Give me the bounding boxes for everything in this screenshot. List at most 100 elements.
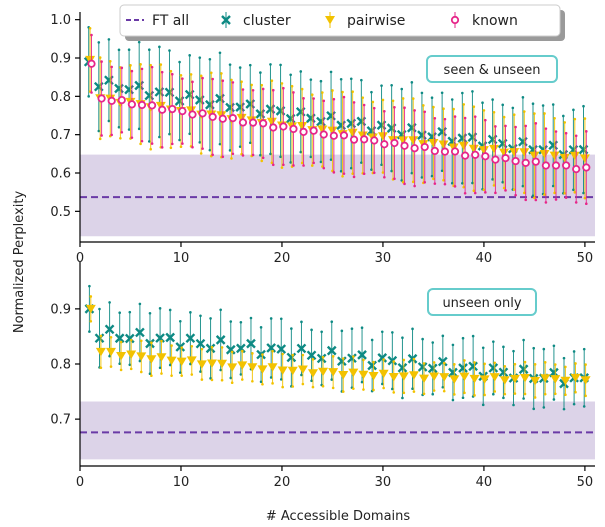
error-cap-known: [413, 184, 416, 188]
error-cap-pairwise: [109, 335, 113, 339]
error-cap-cluster: [218, 142, 222, 146]
error-cap-pairwise: [382, 386, 385, 390]
error-cap-cluster: [118, 311, 121, 315]
point-known: [450, 147, 460, 156]
error-cap-pairwise: [402, 391, 406, 395]
point-pairwise: [105, 347, 116, 357]
point-pairwise: [136, 352, 147, 361]
error-cap-pairwise: [119, 368, 123, 372]
point-pairwise: [378, 369, 389, 379]
error-cap-pairwise: [88, 26, 92, 30]
error-cap-known: [100, 60, 103, 63]
error-cap-cluster: [491, 98, 494, 101]
error-cap-pairwise: [482, 188, 486, 192]
error-cap-known: [453, 115, 457, 118]
error-cap-known: [90, 91, 93, 94]
error-cap-cluster: [178, 138, 181, 142]
error-cap-pairwise: [523, 360, 527, 364]
point-cluster: [205, 343, 216, 354]
point-cluster: [427, 363, 438, 374]
point-pairwise: [358, 370, 369, 380]
point-pairwise: [377, 132, 388, 141]
point-cluster: [437, 356, 448, 367]
x-tick-label: 40: [476, 251, 493, 266]
error-cap-cluster: [360, 161, 363, 164]
error-cap-pairwise: [533, 196, 536, 200]
error-cap-known: [120, 66, 124, 70]
error-cap-cluster: [107, 119, 111, 123]
error-cap-pairwise: [260, 159, 264, 163]
error-cap-known: [302, 97, 305, 100]
point-cluster: [347, 353, 357, 364]
legend-item-pairwise: pairwise: [325, 12, 405, 29]
error-cap-cluster: [512, 403, 515, 407]
error-cap-pairwise: [543, 392, 547, 396]
error-cap-cluster: [441, 385, 445, 389]
error-cap-pairwise: [472, 189, 476, 193]
point-known: [168, 104, 177, 114]
point-cluster: [448, 367, 458, 378]
error-cap-cluster: [238, 66, 242, 69]
point-pairwise: [509, 374, 520, 384]
error-cap-known: [514, 125, 517, 129]
point-cluster: [488, 363, 499, 373]
error-cap-cluster: [148, 372, 152, 376]
error-cap-known: [524, 198, 528, 202]
error-cap-pairwise: [412, 357, 416, 361]
error-cap-known: [473, 191, 477, 195]
point-cluster: [195, 338, 206, 349]
error-cap-pairwise: [331, 89, 334, 92]
error-cap-pairwise: [442, 107, 445, 111]
error-cap-cluster: [380, 382, 384, 386]
error-cap-pairwise: [492, 184, 496, 187]
error-cap-pairwise: [392, 360, 396, 363]
error-cap-known: [372, 171, 376, 175]
error-cap-cluster: [289, 161, 292, 164]
error-cap-cluster: [360, 380, 364, 384]
error-cap-pairwise: [372, 388, 375, 392]
error-cap-known: [585, 202, 588, 205]
error-cap-cluster: [572, 402, 576, 406]
error-cap-known: [453, 185, 457, 188]
error-cap-known: [423, 180, 427, 184]
error-cap-known: [372, 106, 376, 110]
series-known: [87, 33, 591, 205]
error-cap-known: [393, 177, 396, 181]
point-cluster: [124, 333, 135, 344]
point-known: [541, 161, 551, 170]
point-pairwise: [176, 357, 187, 367]
y-tick-label: 0.8: [50, 358, 71, 373]
point-pairwise: [549, 151, 560, 161]
error-cap-pairwise: [149, 63, 152, 67]
point-pairwise: [529, 151, 540, 161]
error-cap-pairwise: [310, 93, 314, 97]
error-cap-known: [322, 166, 326, 170]
error-cap-known: [130, 136, 134, 139]
point-known: [319, 130, 328, 139]
point-pairwise: [247, 363, 258, 372]
error-cap-pairwise: [179, 73, 183, 77]
error-cap-known: [433, 116, 437, 120]
error-cap-cluster: [502, 396, 505, 400]
point-pairwise: [348, 368, 359, 378]
error-cap-known: [211, 77, 214, 81]
point-known: [410, 144, 419, 153]
legend-items: FT all cluster pairwise known: [126, 12, 518, 29]
error-cap-pairwise: [543, 112, 546, 115]
point-pairwise: [489, 144, 500, 154]
error-cap-pairwise: [351, 172, 354, 175]
error-cap-cluster: [138, 359, 142, 363]
point-cluster: [114, 333, 125, 344]
error-cap-known: [251, 88, 255, 92]
annotation-bottom: unseen only: [427, 288, 537, 316]
error-cap-cluster: [450, 181, 454, 185]
error-cap-known: [191, 80, 194, 84]
error-cap-cluster: [259, 71, 262, 74]
error-cap-pairwise: [563, 121, 567, 124]
error-cap-pairwise: [473, 394, 476, 397]
error-cap-known: [160, 70, 164, 74]
error-cap-cluster: [320, 330, 323, 334]
error-cap-cluster: [440, 91, 444, 95]
error-cap-cluster: [391, 387, 394, 391]
error-cap-cluster: [360, 78, 363, 82]
